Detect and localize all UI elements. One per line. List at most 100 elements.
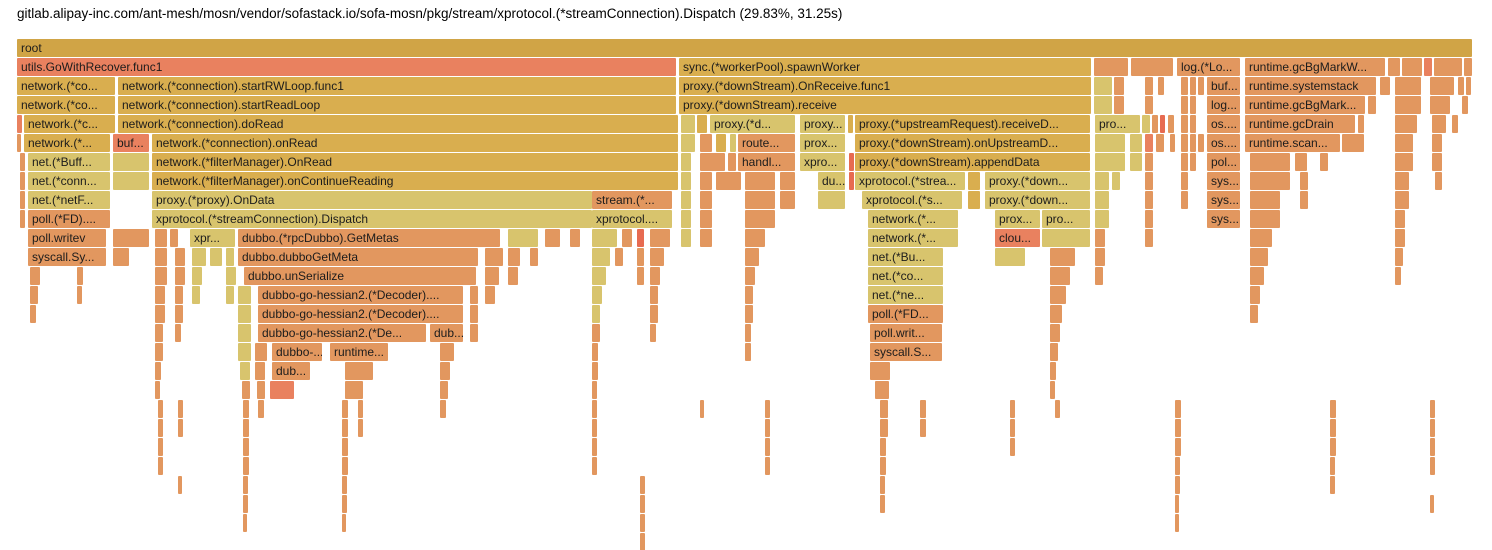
flame-frame[interactable] <box>765 419 770 437</box>
flame-frame-runtime-systemstack[interactable]: runtime.systemstack <box>1245 77 1376 95</box>
flame-frame[interactable] <box>238 286 251 304</box>
flame-frame[interactable] <box>700 210 712 228</box>
flame-frame[interactable] <box>875 381 889 399</box>
flame-frame[interactable] <box>1112 172 1120 190</box>
flame-frame[interactable] <box>545 229 560 247</box>
flame-frame[interactable] <box>1395 134 1413 152</box>
flame-frame-os[interactable]: os.... <box>1207 134 1240 152</box>
flame-frame[interactable] <box>470 286 478 304</box>
flame-frame[interactable] <box>1250 267 1264 285</box>
flame-frame[interactable] <box>1430 96 1450 114</box>
flame-frame[interactable] <box>20 191 25 209</box>
flame-frame[interactable] <box>681 115 695 133</box>
flame-frame-proxy-down[interactable]: proxy.(*down... <box>985 191 1090 209</box>
flame-frame[interactable] <box>681 134 695 152</box>
flame-frame[interactable] <box>1190 96 1196 114</box>
flame-frame-poll-writ[interactable]: poll.writ... <box>870 324 942 342</box>
flame-frame[interactable] <box>1145 191 1153 209</box>
flame-frame[interactable] <box>716 172 741 190</box>
flame-frame[interactable] <box>615 248 623 266</box>
flame-frame[interactable] <box>358 400 363 418</box>
flame-frame[interactable] <box>745 172 775 190</box>
flame-frame[interactable] <box>848 115 853 133</box>
flame-frame[interactable] <box>155 343 163 361</box>
flame-frame[interactable] <box>880 495 885 513</box>
flame-frame[interactable] <box>1181 96 1188 114</box>
flame-frame[interactable] <box>592 343 598 361</box>
flame-frame[interactable] <box>765 400 770 418</box>
flame-frame[interactable] <box>470 324 478 342</box>
flame-frame[interactable] <box>1190 153 1196 171</box>
flame-frame[interactable] <box>1050 286 1066 304</box>
flame-frame[interactable] <box>1145 77 1153 95</box>
flame-frame[interactable] <box>257 381 265 399</box>
flame-frame[interactable] <box>1198 77 1204 95</box>
flame-frame[interactable] <box>745 267 755 285</box>
flame-frame[interactable] <box>1342 134 1364 152</box>
flame-frame[interactable] <box>226 267 236 285</box>
flame-frame[interactable] <box>1095 172 1109 190</box>
flame-frame-proxy-downstream-onupstreamd[interactable]: proxy.(*downStream).onUpstreamD... <box>855 134 1090 152</box>
flame-frame[interactable] <box>1198 134 1204 152</box>
flame-frame[interactable] <box>1094 96 1112 114</box>
flame-frame[interactable] <box>1175 438 1181 456</box>
flame-frame[interactable] <box>1095 229 1105 247</box>
flame-frame[interactable] <box>77 286 82 304</box>
flame-frame[interactable] <box>113 248 129 266</box>
flame-frame[interactable] <box>1250 305 1258 323</box>
flame-frame-proxy-down[interactable]: proxy.(*down... <box>985 172 1090 190</box>
flame-frame[interactable] <box>592 419 597 437</box>
flame-frame-dub[interactable]: dub... <box>430 324 463 342</box>
flame-frame-network-c[interactable]: network.(*c... <box>24 115 115 133</box>
flame-frame[interactable] <box>1395 172 1409 190</box>
flame-frame[interactable] <box>1432 115 1446 133</box>
flame-frame[interactable] <box>681 210 691 228</box>
flame-frame[interactable] <box>1095 134 1125 152</box>
flame-frame-runtime-gcdrain[interactable]: runtime.gcDrain <box>1245 115 1355 133</box>
flame-frame[interactable] <box>650 248 664 266</box>
flame-frame[interactable] <box>30 286 38 304</box>
flame-frame[interactable] <box>175 324 181 342</box>
flame-frame-sync-workerpool-spawnworker[interactable]: sync.(*workerPool).spawnWorker <box>679 58 1091 76</box>
flame-frame[interactable] <box>1050 362 1056 380</box>
flame-frame[interactable] <box>440 343 454 361</box>
flame-frame-network[interactable]: network.(*... <box>868 210 958 228</box>
flame-frame[interactable] <box>226 248 234 266</box>
flame-frame[interactable] <box>1145 210 1153 228</box>
flame-frame[interactable] <box>592 381 597 399</box>
flame-frame-log-lo[interactable]: log.(*Lo... <box>1177 58 1240 76</box>
flame-frame[interactable] <box>1094 77 1112 95</box>
flame-frame[interactable] <box>1050 305 1062 323</box>
flame-frame[interactable] <box>1050 381 1055 399</box>
flame-frame[interactable] <box>243 457 249 475</box>
flame-frame[interactable] <box>681 172 691 190</box>
flame-frame[interactable] <box>745 229 765 247</box>
flame-frame[interactable] <box>1181 172 1188 190</box>
flame-frame[interactable] <box>1430 419 1435 437</box>
flame-frame-net-ne[interactable]: net.(*ne... <box>868 286 943 304</box>
flame-frame[interactable] <box>745 210 775 228</box>
flame-frame[interactable] <box>243 476 248 494</box>
flame-frame[interactable] <box>745 191 775 209</box>
flame-frame[interactable] <box>1452 115 1458 133</box>
flame-frame[interactable] <box>342 438 348 456</box>
flame-frame[interactable] <box>155 305 165 323</box>
flame-frame[interactable] <box>1152 115 1158 133</box>
flame-frame-prox[interactable]: prox... <box>800 134 845 152</box>
flame-frame[interactable] <box>342 400 348 418</box>
flame-frame[interactable] <box>1300 191 1308 209</box>
flame-frame[interactable] <box>1330 438 1336 456</box>
flame-frame[interactable] <box>637 229 644 247</box>
flame-frame-utils-gowithrecover-func1[interactable]: utils.GoWithRecover.func1 <box>17 58 676 76</box>
flame-frame[interactable] <box>1170 134 1175 152</box>
flame-frame[interactable] <box>210 248 222 266</box>
flame-frame[interactable] <box>640 514 645 532</box>
flame-frame[interactable] <box>158 419 163 437</box>
flame-frame[interactable] <box>342 419 348 437</box>
flame-frame[interactable] <box>968 191 980 209</box>
flame-frame-proxy-downstream-receive[interactable]: proxy.(*downStream).receive <box>679 96 1091 114</box>
flame-frame[interactable] <box>1190 115 1196 133</box>
flame-frame[interactable] <box>158 457 163 475</box>
flame-frame[interactable] <box>175 305 183 323</box>
flame-frame[interactable] <box>818 191 845 209</box>
